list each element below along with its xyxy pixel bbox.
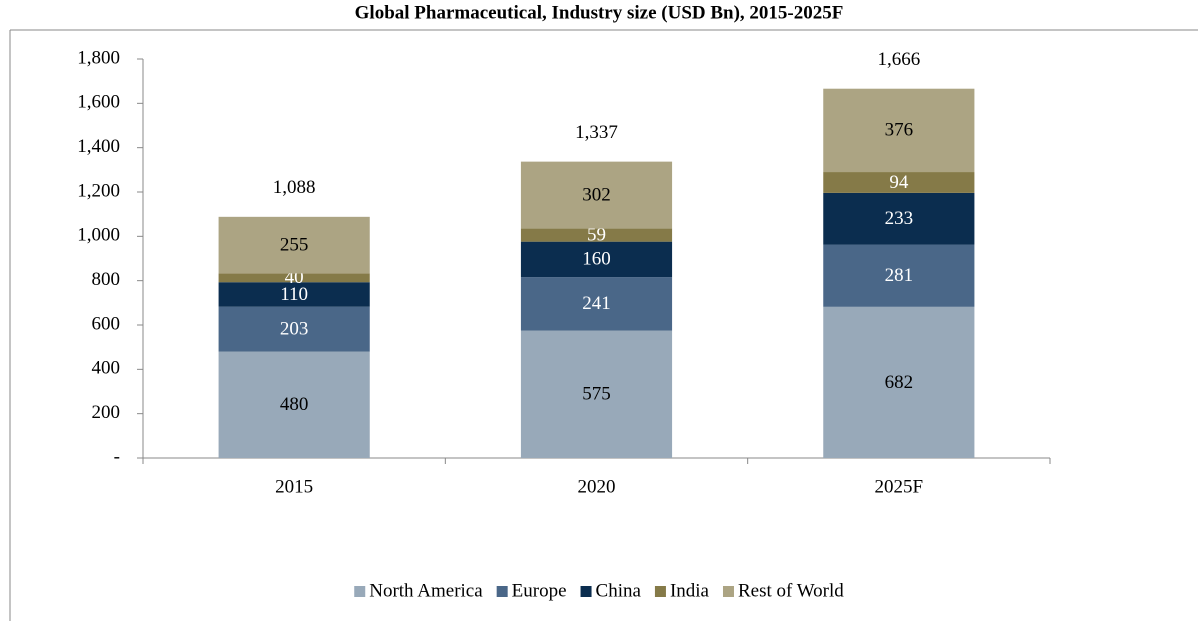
data-label: 160 bbox=[582, 249, 611, 270]
bar-segment bbox=[823, 244, 975, 307]
legend-swatch bbox=[496, 586, 508, 597]
bar-segment bbox=[218, 282, 370, 307]
legend-swatch bbox=[722, 586, 734, 597]
bar-segment bbox=[823, 172, 975, 193]
data-label: 575 bbox=[582, 384, 611, 405]
legend-label: India bbox=[670, 580, 710, 601]
legend-label: China bbox=[596, 580, 642, 601]
y-tick-label: - bbox=[114, 446, 120, 467]
y-tick-label: 1,800 bbox=[77, 47, 120, 68]
x-tick-label: 2025F bbox=[875, 476, 924, 497]
legend-swatch bbox=[580, 586, 592, 597]
data-label: 110 bbox=[280, 284, 308, 305]
bar-segment bbox=[218, 306, 370, 352]
legend-swatch bbox=[354, 586, 366, 597]
y-tick-label: 1,200 bbox=[77, 180, 120, 201]
y-tick-label: 600 bbox=[92, 313, 121, 334]
x-tick-label: 2015 bbox=[275, 476, 313, 497]
bar-segment bbox=[823, 88, 975, 173]
legend-label: Rest of World bbox=[738, 580, 844, 601]
bar-segment bbox=[520, 161, 673, 229]
data-label: 94 bbox=[889, 172, 909, 193]
bar-segment bbox=[218, 351, 370, 458]
total-label: 1,088 bbox=[273, 177, 316, 198]
data-label: 376 bbox=[885, 120, 914, 141]
data-label: 682 bbox=[885, 372, 914, 393]
legend-swatch bbox=[654, 586, 666, 597]
bar-segment bbox=[520, 241, 673, 278]
y-tick-label: 200 bbox=[92, 402, 121, 423]
total-label: 1,666 bbox=[877, 49, 920, 70]
legend-label: Europe bbox=[512, 580, 567, 601]
bar-segment bbox=[520, 277, 673, 331]
bar-segment bbox=[823, 306, 975, 458]
data-label: 59 bbox=[587, 224, 606, 245]
bar-segment bbox=[823, 192, 975, 245]
total-label: 1,337 bbox=[575, 122, 618, 143]
bar-segment bbox=[520, 228, 673, 242]
y-tick-label: 400 bbox=[92, 358, 121, 379]
data-label: 302 bbox=[582, 184, 611, 205]
y-tick-label: 1,400 bbox=[77, 136, 120, 157]
y-tick-label: 1,600 bbox=[77, 92, 120, 113]
y-tick-label: 800 bbox=[92, 269, 121, 290]
data-label: 480 bbox=[280, 394, 309, 415]
x-tick-label: 2020 bbox=[578, 476, 616, 497]
bar-segment bbox=[218, 273, 370, 283]
legend-label: North America bbox=[369, 580, 483, 601]
data-label: 233 bbox=[885, 208, 914, 229]
y-tick-label: 1,000 bbox=[77, 225, 120, 246]
data-label: 255 bbox=[280, 234, 309, 255]
data-label: 203 bbox=[280, 318, 309, 339]
data-label: 241 bbox=[582, 293, 611, 314]
chart-title: Global Pharmaceutical, Industry size (US… bbox=[355, 2, 844, 23]
bar-segment bbox=[218, 216, 370, 274]
data-label: 281 bbox=[885, 265, 914, 286]
bar-segment bbox=[520, 330, 673, 458]
